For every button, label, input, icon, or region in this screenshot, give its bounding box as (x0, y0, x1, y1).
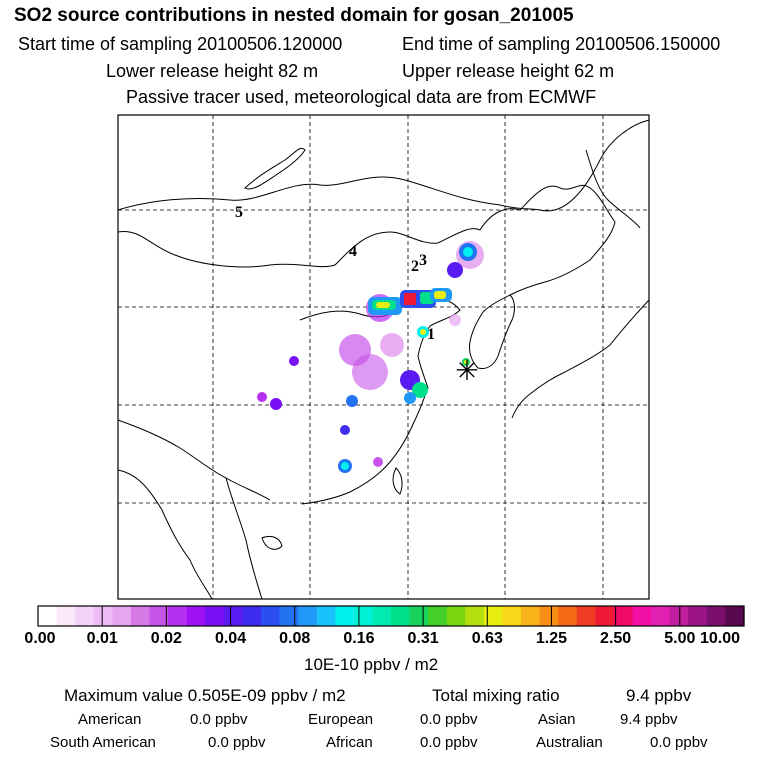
colorbar-swatch (149, 606, 169, 626)
colorbar-swatch (130, 606, 151, 626)
colorbar-swatch (688, 606, 708, 626)
station-markers: 1 2 3 4 5 (235, 204, 435, 343)
marker-5: 5 (235, 204, 243, 221)
lower-release-height-label: Lower release height 82 m (106, 61, 319, 81)
colorbar-swatch (446, 606, 466, 626)
colorbar-swatch (75, 606, 95, 626)
region-name: European (308, 711, 374, 728)
region-name: Australian (536, 734, 603, 751)
colorbar-swatch (391, 606, 411, 626)
colorbar-swatch (205, 606, 225, 626)
colorbar-tick-label: 0.16 (343, 630, 375, 647)
colorbar-swatch (483, 606, 504, 626)
colorbar-tick-label: 5.00 (664, 630, 696, 647)
colorbar-swatch (521, 606, 541, 626)
colorbar-units: 10E-10 ppbv / m2 (304, 655, 439, 674)
colorbar-tick-label: 0.63 (471, 630, 503, 647)
marker-4: 4 (349, 243, 357, 260)
colorbar-swatches (38, 606, 745, 626)
country-borders (117, 119, 650, 600)
colorbar-swatch (223, 606, 243, 626)
region-value: 0.0 ppbv (420, 711, 478, 728)
colorbar-swatch (298, 606, 318, 626)
colorbar-tick-label: 0.00 (24, 630, 56, 647)
total-mixing-ratio-value: 9.4 ppbv (626, 686, 692, 705)
region-value: 0.0 ppbv (190, 711, 248, 728)
colorbar-swatch (706, 606, 727, 626)
colorbar-swatch (651, 606, 671, 626)
colorbar-swatch (186, 606, 206, 626)
colorbar-tick-label: 0.08 (279, 630, 311, 647)
colorbar-swatch (613, 606, 634, 626)
marker-2: 2 (411, 258, 419, 275)
region-value: 0.0 ppbv (208, 734, 266, 751)
end-time-label: End time of sampling 20100506.150000 (402, 34, 721, 54)
model-note: Passive tracer used, meteorological data… (126, 87, 597, 107)
region-value: 9.4 ppbv (620, 711, 678, 728)
marker-1: 1 (427, 326, 435, 343)
upper-release-height-label: Upper release height 62 m (402, 61, 615, 81)
colorbar-swatch (539, 606, 559, 626)
colorbar-tick-label: 1.25 (535, 630, 568, 647)
tracer-plumes (257, 241, 484, 473)
colorbar-swatch (38, 606, 58, 626)
colorbar-swatch (260, 606, 281, 626)
colorbar-tick-label: 0.02 (150, 630, 182, 647)
colorbar-frame (37, 605, 745, 627)
total-mixing-ratio-label: Total mixing ratio (432, 686, 560, 705)
grid-lines (118, 115, 649, 599)
colorbar-swatch (242, 606, 262, 626)
colorbar-swatch (335, 606, 355, 626)
colorbar-swatch (502, 606, 522, 626)
marker-3: 3 (419, 252, 427, 269)
start-time-label: Start time of sampling 20100506.120000 (18, 34, 343, 54)
colorbar-tick-label: 2.50 (600, 630, 632, 647)
maximum-value-label: Maximum value 0.505E-09 ppbv / m2 (64, 686, 346, 705)
region-value: 0.0 ppbv (650, 734, 708, 751)
page-title: SO2 source contributions in nested domai… (14, 5, 574, 26)
colorbar-swatch (725, 606, 745, 626)
colorbar-swatch (56, 606, 76, 626)
colorbar-swatch (353, 606, 374, 626)
map-frame (117, 114, 650, 600)
colorbar-swatch (632, 606, 652, 626)
colorbar-swatch (595, 606, 615, 626)
region-name: African (326, 734, 373, 751)
colorbar-swatch (558, 606, 578, 626)
colorbar-swatch (576, 606, 596, 626)
colorbar-tick-label: 0.31 (407, 630, 439, 647)
colorbar-swatch (409, 606, 429, 626)
colorbar-tick-label: 10.00 (699, 630, 741, 647)
region-name: American (78, 711, 142, 728)
colorbar-swatch (316, 606, 336, 626)
region-name: Asian (538, 711, 576, 728)
colorbar-swatch (93, 606, 113, 626)
colorbar-swatch (428, 606, 448, 626)
colorbar-swatch (465, 606, 485, 626)
colorbar-swatch (372, 606, 392, 626)
colorbar-swatch (669, 606, 689, 626)
colorbar-swatch (112, 606, 132, 626)
colorbar-tick-label: 0.01 (86, 630, 118, 647)
colorbar-tick-label: 0.04 (214, 630, 247, 647)
receptor-star-icon: ✳ (455, 355, 478, 386)
region-name: South American (50, 734, 156, 751)
colorbar-swatch (279, 606, 299, 626)
region-value: 0.0 ppbv (420, 734, 478, 751)
colorbar-swatch (168, 606, 188, 626)
